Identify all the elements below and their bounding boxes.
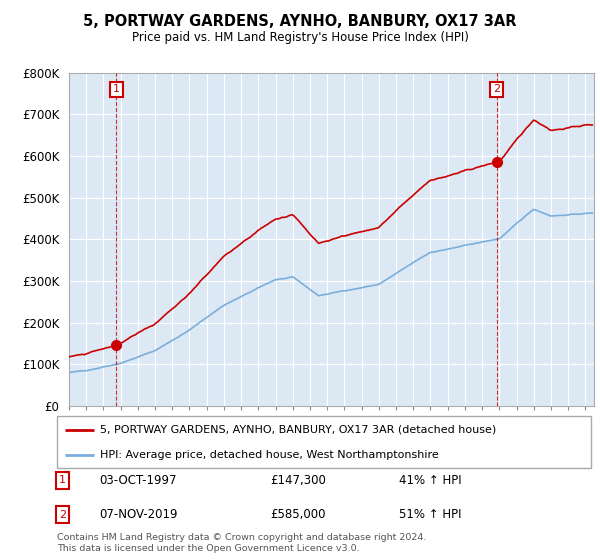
Text: 03-OCT-1997: 03-OCT-1997	[100, 474, 177, 487]
Text: HPI: Average price, detached house, West Northamptonshire: HPI: Average price, detached house, West…	[100, 450, 439, 460]
Text: 2: 2	[59, 510, 66, 520]
Text: 41% ↑ HPI: 41% ↑ HPI	[399, 474, 461, 487]
Text: Contains HM Land Registry data © Crown copyright and database right 2024.
This d: Contains HM Land Registry data © Crown c…	[57, 533, 427, 553]
Text: £147,300: £147,300	[271, 474, 326, 487]
Text: 07-NOV-2019: 07-NOV-2019	[100, 508, 178, 521]
Text: Price paid vs. HM Land Registry's House Price Index (HPI): Price paid vs. HM Land Registry's House …	[131, 31, 469, 44]
Text: 1: 1	[59, 475, 66, 486]
Text: 1: 1	[113, 85, 120, 95]
Text: 5, PORTWAY GARDENS, AYNHO, BANBURY, OX17 3AR: 5, PORTWAY GARDENS, AYNHO, BANBURY, OX17…	[83, 14, 517, 29]
FancyBboxPatch shape	[57, 416, 591, 468]
Text: 2: 2	[493, 85, 500, 95]
Text: 51% ↑ HPI: 51% ↑ HPI	[399, 508, 461, 521]
Text: £585,000: £585,000	[271, 508, 326, 521]
Text: 5, PORTWAY GARDENS, AYNHO, BANBURY, OX17 3AR (detached house): 5, PORTWAY GARDENS, AYNHO, BANBURY, OX17…	[100, 425, 496, 435]
